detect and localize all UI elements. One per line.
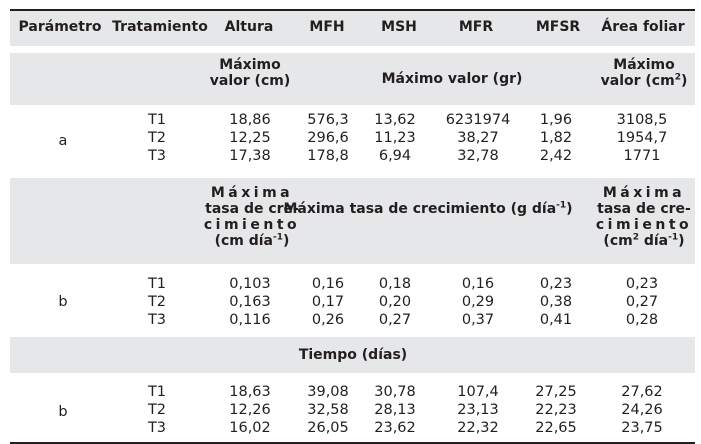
top-rule — [10, 9, 695, 11]
cell-tratamiento: T2 — [147, 130, 167, 146]
cell-tratamiento: T3 — [147, 420, 167, 436]
cell-altura: 0,116 — [229, 312, 271, 328]
cell-area-foliar: 0,28 — [625, 312, 659, 328]
cell-area-foliar: 1954,7 — [616, 130, 668, 146]
cell-mfsr: 1,82 — [539, 130, 573, 146]
cell-mfh: 32,58 — [307, 402, 349, 418]
cell-mfr: 0,37 — [461, 312, 495, 328]
cell-tratamiento: T3 — [147, 312, 167, 328]
cell-mfsr: 2,42 — [539, 148, 573, 164]
cell-mfh: 0,17 — [311, 294, 345, 310]
cell-altura: 18,63 — [229, 384, 271, 400]
cell-mfr: 6231974 — [445, 112, 511, 128]
col-header-mfr: MFR — [458, 19, 494, 35]
cell-mfh: 296,6 — [307, 130, 349, 146]
cell-tratamiento: T1 — [147, 276, 167, 292]
cell-area-foliar: 24,26 — [621, 402, 663, 418]
unit-altura-a: Máximo valor (cm) — [209, 57, 291, 89]
bottom-rule — [10, 442, 695, 444]
unit-mid-a: Máximo valor (gr) — [381, 71, 523, 87]
cell-area-foliar: 1771 — [623, 148, 661, 164]
cell-mfh: 178,8 — [307, 148, 349, 164]
cell-msh: 0,20 — [378, 294, 412, 310]
cell-mfr: 23,13 — [457, 402, 499, 418]
unit-mid-b: Máxima tasa de crecimiento (g día-1) — [283, 200, 573, 217]
cell-altura: 12,25 — [229, 130, 271, 146]
unit-area-a: Máximo valor (cm2) — [600, 57, 688, 89]
cell-msh: 11,23 — [374, 130, 416, 146]
cell-area-foliar: 3108,5 — [616, 112, 668, 128]
col-header-parametro: Parámetro — [18, 19, 102, 35]
cell-msh: 23,62 — [374, 420, 416, 436]
unit-band-a — [10, 53, 695, 105]
cell-mfh: 0,26 — [311, 312, 345, 328]
column-header-band — [10, 10, 695, 46]
cell-area-foliar: 27,62 — [621, 384, 663, 400]
col-header-msh: MSH — [381, 19, 417, 35]
cell-msh: 0,18 — [378, 276, 412, 292]
cell-tratamiento: T2 — [147, 294, 167, 310]
unit-band-b — [10, 178, 695, 264]
cell-mfh: 0,16 — [311, 276, 345, 292]
col-header-mfsr: MFSR — [535, 19, 581, 35]
col-header-area-foliar: Área foliar — [601, 19, 685, 35]
unit-altura-b: Máxima tasa de cre- cimiento (cm día-1) — [203, 185, 301, 249]
cell-mfr: 107,4 — [457, 384, 499, 400]
cell-msh: 6,94 — [378, 148, 412, 164]
cell-mfsr: 22,65 — [535, 420, 577, 436]
cell-msh: 13,62 — [374, 112, 416, 128]
cell-mfr: 22,32 — [457, 420, 499, 436]
cell-tratamiento: T1 — [147, 112, 167, 128]
unit-tiempo: Tiempo (días) — [298, 347, 408, 363]
cell-mfsr: 22,23 — [535, 402, 577, 418]
cell-mfh: 39,08 — [307, 384, 349, 400]
cell-mfr: 0,29 — [461, 294, 495, 310]
cell-msh: 30,78 — [374, 384, 416, 400]
cell-mfsr: 0,41 — [539, 312, 573, 328]
cell-mfsr: 1,96 — [539, 112, 573, 128]
cell-mfh: 26,05 — [307, 420, 349, 436]
col-header-tratamiento: Tratamiento — [112, 19, 208, 35]
cell-mfr: 38,27 — [457, 130, 499, 146]
cell-altura: 16,02 — [229, 420, 271, 436]
cell-altura: 12,26 — [229, 402, 271, 418]
cell-mfsr: 27,25 — [535, 384, 577, 400]
unit-area-b: Máxima tasa de cre- cimiento (cm2 día-1) — [595, 185, 693, 249]
cell-mfh: 576,3 — [307, 112, 349, 128]
cell-mfsr: 0,23 — [539, 276, 573, 292]
cell-msh: 0,27 — [378, 312, 412, 328]
cell-altura: 0,103 — [229, 276, 271, 292]
param-b: b — [58, 294, 68, 310]
cell-area-foliar: 0,27 — [625, 294, 659, 310]
cell-tratamiento: T1 — [147, 384, 167, 400]
cell-tratamiento: T2 — [147, 402, 167, 418]
cell-area-foliar: 0,23 — [625, 276, 659, 292]
cell-altura: 17,38 — [229, 148, 271, 164]
param-a: a — [58, 133, 68, 149]
cell-mfsr: 0,38 — [539, 294, 573, 310]
cell-msh: 28,13 — [374, 402, 416, 418]
cell-area-foliar: 23,75 — [621, 420, 663, 436]
cell-tratamiento: T3 — [147, 148, 167, 164]
col-header-mfh: MFH — [309, 19, 345, 35]
param-c: b — [58, 404, 68, 420]
cell-altura: 18,86 — [229, 112, 271, 128]
unit-band-c — [10, 337, 695, 373]
cell-mfr: 0,16 — [461, 276, 495, 292]
cell-altura: 0,163 — [229, 294, 271, 310]
col-header-altura: Altura — [224, 19, 274, 35]
cell-mfr: 32,78 — [457, 148, 499, 164]
